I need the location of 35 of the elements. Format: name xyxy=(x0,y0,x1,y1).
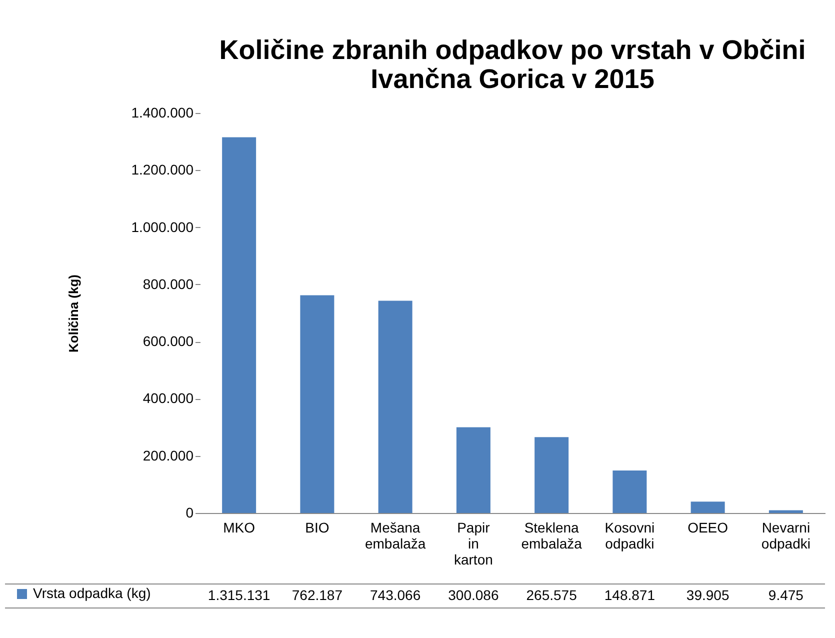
y-tick-label: 800.000 xyxy=(142,276,194,292)
y-tick-label: 1.400.000 xyxy=(131,104,194,120)
y-tick-label: 600.000 xyxy=(142,333,194,350)
legend-label: Vrsta odpadka (kg) xyxy=(33,585,151,601)
data-label: 762.187 xyxy=(292,587,343,603)
y-axis-title: Količina (kg) xyxy=(66,274,82,353)
data-label: 265.575 xyxy=(526,587,578,603)
bar xyxy=(612,470,647,513)
y-tick-label: 200.000 xyxy=(142,447,194,464)
data-label: 300.086 xyxy=(448,587,499,603)
bar xyxy=(300,295,334,513)
bar xyxy=(534,437,569,513)
data-label: 9.475 xyxy=(768,587,804,603)
x-tick-label: MKO xyxy=(223,520,256,536)
data-label: 1.315.131 xyxy=(208,587,270,603)
y-tick-label: 1.000.000 xyxy=(131,218,194,235)
y-tick-label: 400.000 xyxy=(142,390,194,406)
x-tick-label: BIO xyxy=(305,520,330,536)
chart-title: Količine zbranih odpadkov po vrstah v Občini Ivančna Gorica v 2015 xyxy=(219,35,806,94)
x-tick-label: Mešana embalaža xyxy=(364,520,426,552)
y-tick-label: 0 xyxy=(186,504,194,520)
bar xyxy=(456,427,490,513)
x-tick-label: Papir in karton xyxy=(454,520,493,568)
bar xyxy=(690,502,725,513)
x-tick-label: OEEO xyxy=(688,520,728,536)
x-tick-label: Steklena embalaža xyxy=(521,520,582,552)
bar xyxy=(222,137,256,513)
data-label: 39.905 xyxy=(686,587,730,603)
data-label: 743.066 xyxy=(370,587,421,603)
bar xyxy=(768,510,803,513)
x-tick-label: Nevarni odpadki xyxy=(761,520,810,552)
bar xyxy=(378,300,412,513)
x-tick-label: Kosovni odpadki xyxy=(604,520,655,552)
data-label: 148.871 xyxy=(604,587,656,603)
y-tick-label: 1.200.000 xyxy=(131,162,194,178)
